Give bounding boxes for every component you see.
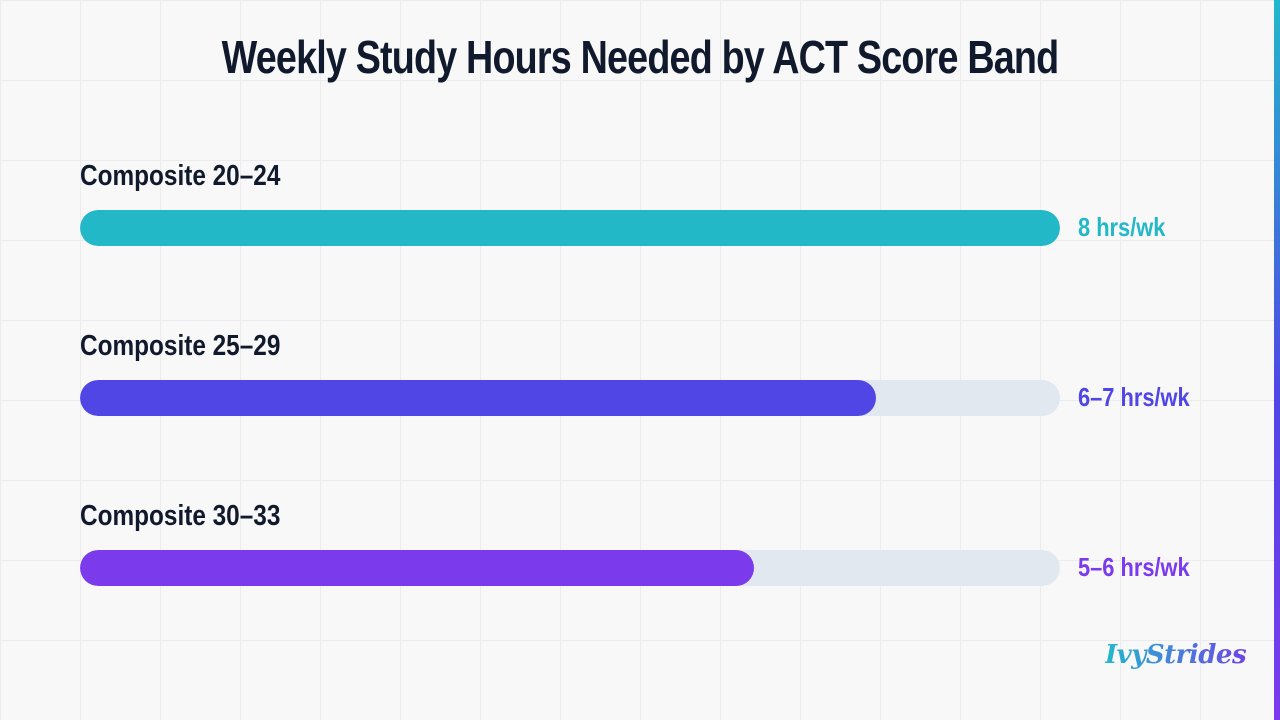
bar-track	[80, 550, 1060, 586]
bar-track	[80, 210, 1060, 246]
category-label: Composite 30–33	[80, 500, 281, 532]
category-label: Composite 25–29	[80, 330, 281, 362]
chart-title: Weekly Study Hours Needed by ACT Score B…	[221, 31, 1060, 83]
bar-track	[80, 380, 1060, 416]
bar-row: Composite 20–24 8 hrs/wk	[80, 160, 1220, 260]
accent-stripe	[1274, 0, 1280, 720]
value-label: 8 hrs/wk	[1078, 212, 1166, 242]
bar	[80, 210, 1060, 246]
bar-row: Composite 25–29 6–7 hrs/wk	[80, 330, 1220, 430]
value-label: 6–7 hrs/wk	[1078, 382, 1190, 412]
category-label: Composite 20–24	[80, 160, 281, 192]
bar-row: Composite 30–33 5–6 hrs/wk	[80, 500, 1220, 600]
value-label: 5–6 hrs/wk	[1078, 552, 1190, 582]
brand-logo: IvyStrides	[1105, 640, 1247, 670]
bar	[80, 550, 754, 586]
bar	[80, 380, 876, 416]
